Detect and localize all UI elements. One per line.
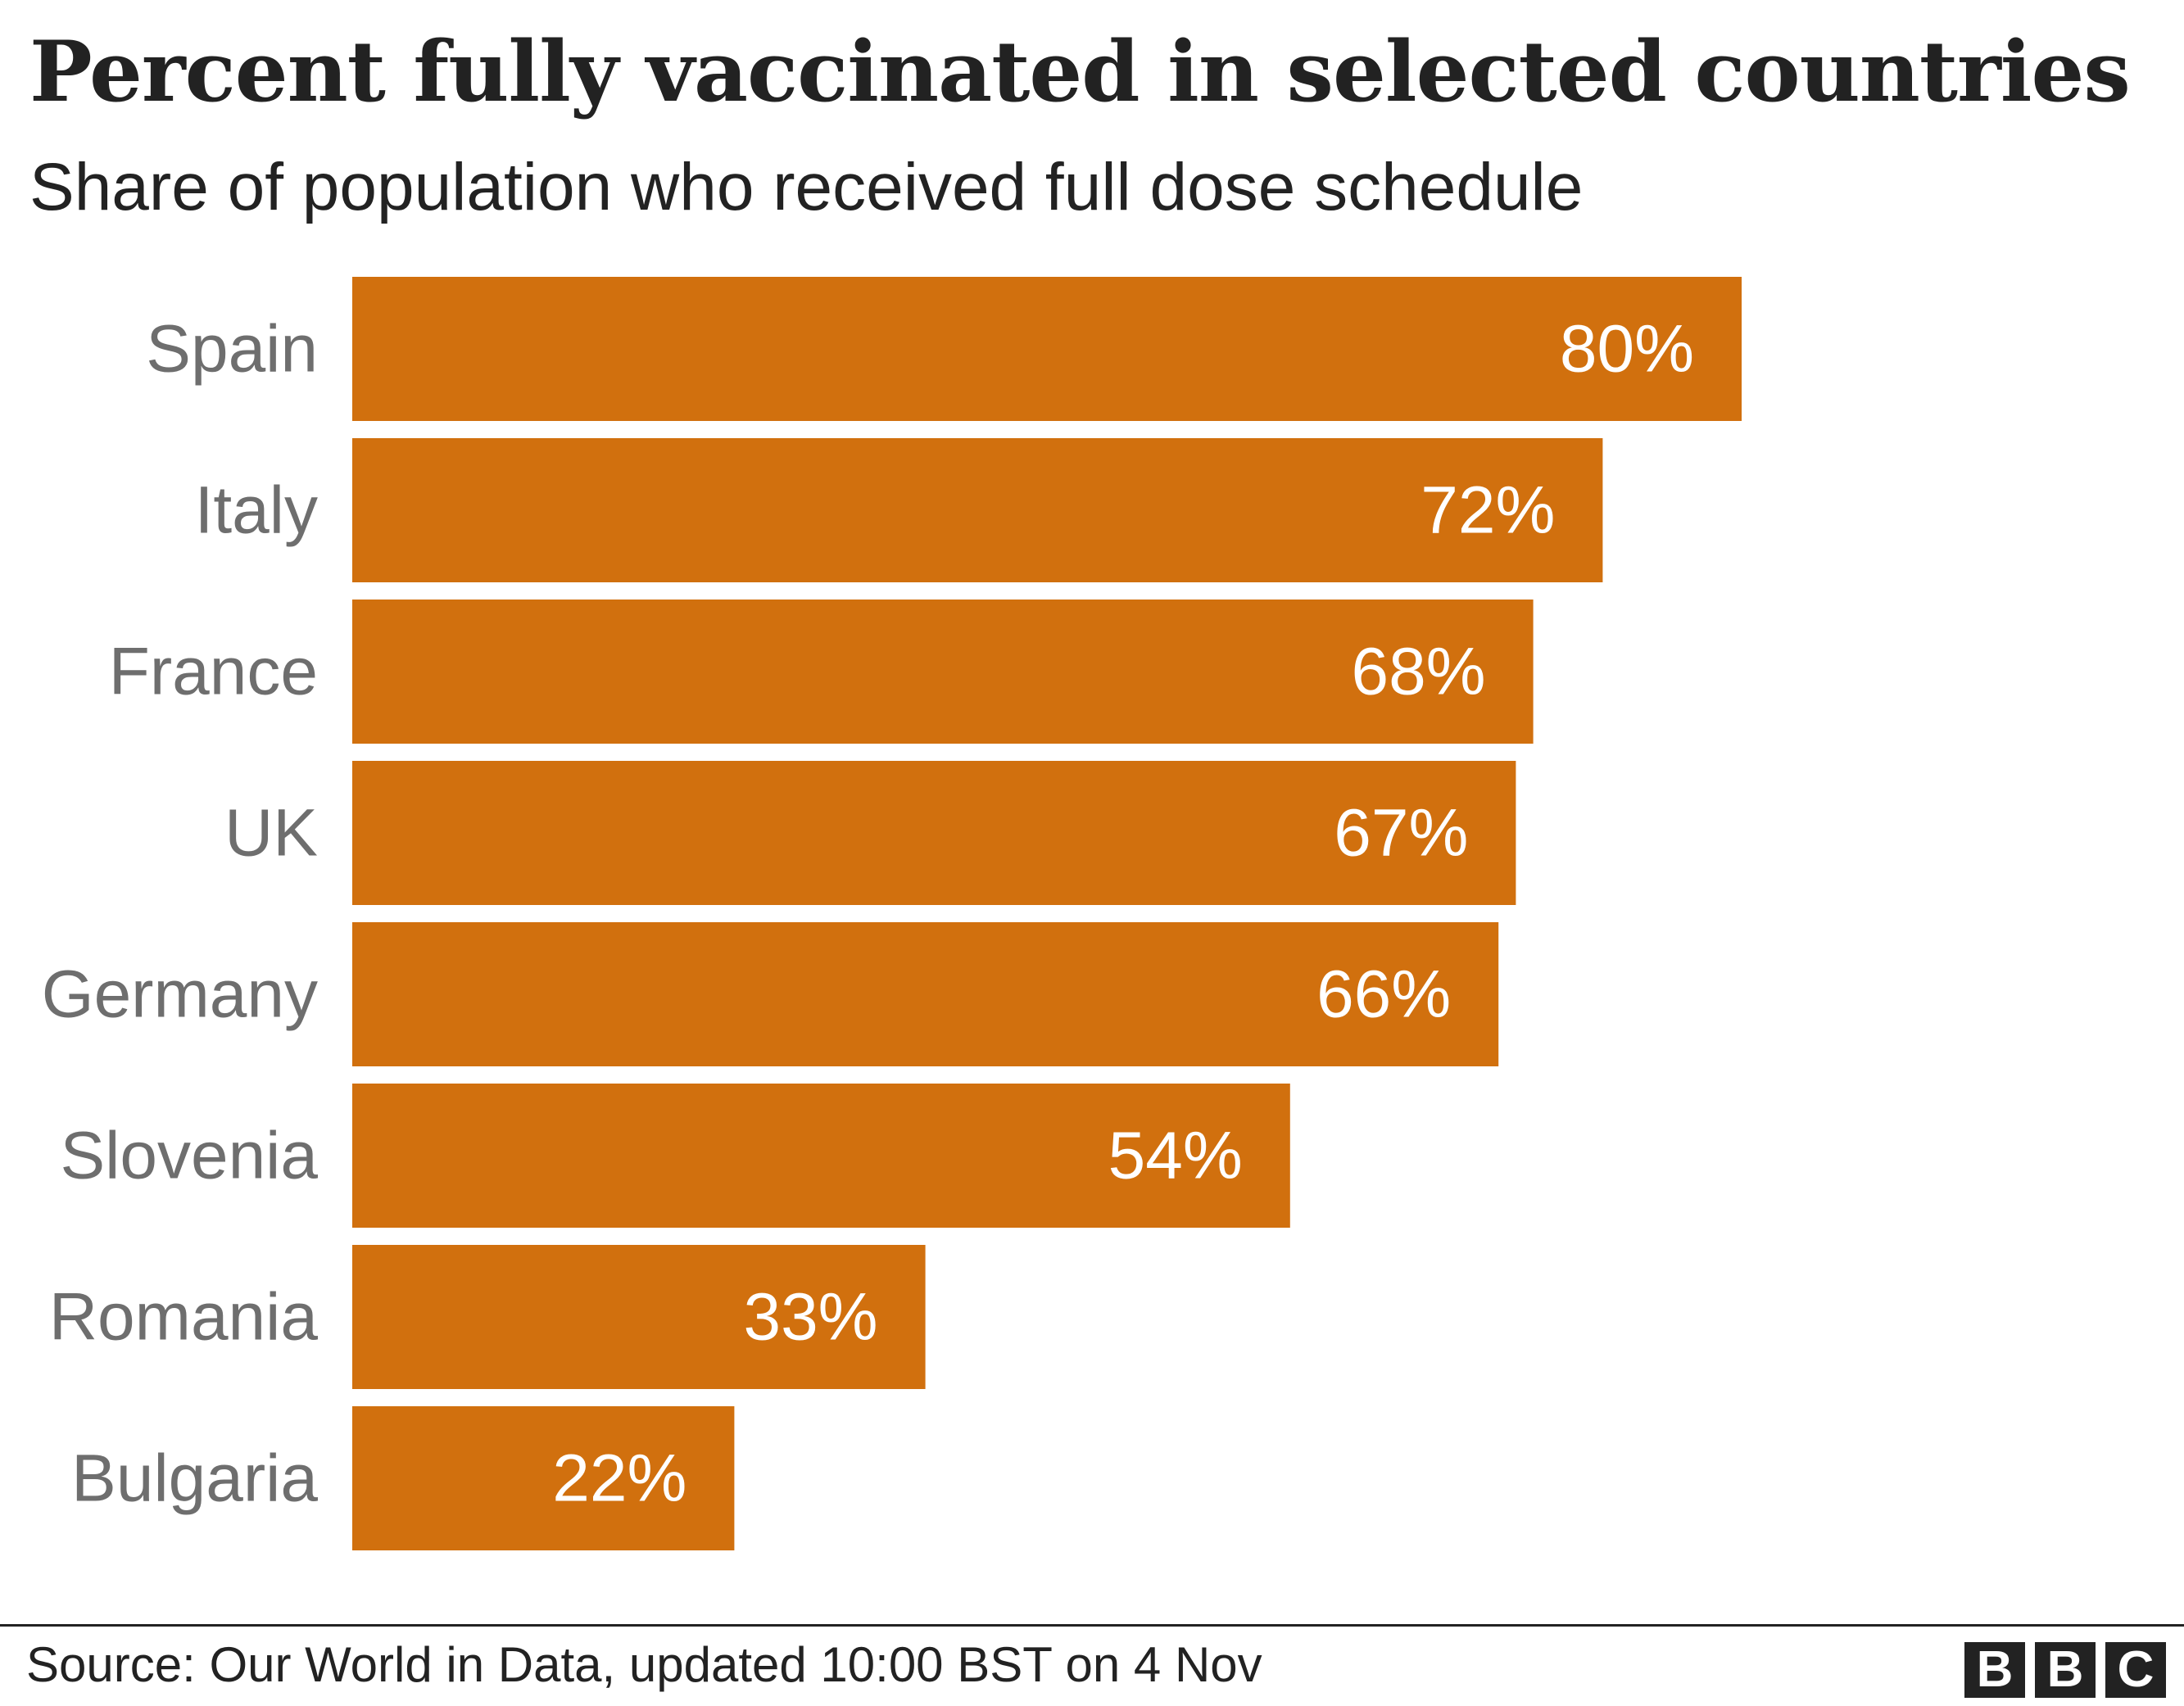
chart-title: Percent fully vaccinated in selected cou… [29, 23, 2131, 121]
value-label: 66% [1316, 957, 1451, 1032]
category-label: Bulgaria [71, 1441, 318, 1516]
bar-germany [352, 922, 1499, 1066]
value-label: 54% [1108, 1119, 1243, 1193]
bar-romania [352, 1245, 926, 1389]
category-label: UK [224, 796, 318, 871]
value-label: 80% [1560, 312, 1694, 387]
value-label: 72% [1421, 473, 1555, 548]
category-label: Slovenia [60, 1119, 318, 1193]
bar-slovenia [352, 1084, 1290, 1228]
bar-uk [352, 761, 1516, 905]
footer-divider [0, 1624, 2184, 1627]
bar-italy [352, 438, 1603, 582]
bar-chart: Spain 80% Italy 72% France 68% UK 67% Germany 66%… [42, 277, 1742, 1550]
logo-letter: B [2035, 1642, 2096, 1698]
value-label: 33% [743, 1280, 877, 1355]
category-label: France [109, 635, 318, 709]
bar-bulgaria [352, 1406, 735, 1550]
category-label: Italy [195, 473, 318, 548]
value-label: 22% [552, 1441, 686, 1516]
chart-subtitle: Share of population who received full do… [29, 150, 1584, 224]
source-note: Source: Our World in Data, updated 10:00… [26, 1637, 1262, 1692]
category-label: Germany [42, 957, 318, 1032]
bar-spain [352, 277, 1742, 421]
value-label: 67% [1334, 796, 1468, 871]
logo-letter: B [1964, 1642, 2025, 1698]
bar-france [352, 600, 1534, 744]
category-label: Spain [146, 312, 318, 387]
logo-letter: C [2105, 1642, 2166, 1698]
value-label: 68% [1351, 635, 1485, 709]
category-label: Romania [49, 1280, 319, 1355]
bbc-logo: B B C [1964, 1642, 2166, 1698]
